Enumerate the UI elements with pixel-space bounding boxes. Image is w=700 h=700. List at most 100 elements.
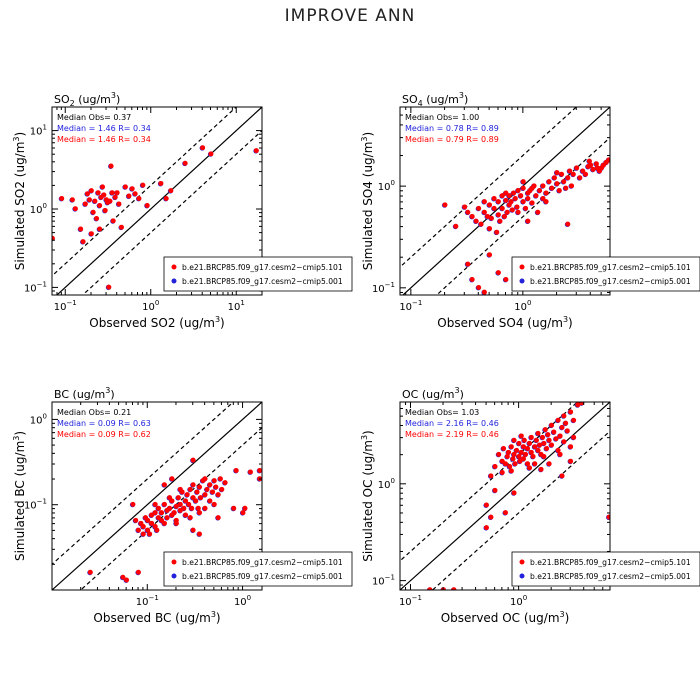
data-point-series-a bbox=[95, 190, 101, 196]
data-point-series-a bbox=[525, 218, 531, 224]
reference-lines bbox=[400, 402, 610, 590]
data-point-series-a bbox=[565, 175, 571, 181]
data-point-series-a bbox=[202, 492, 208, 498]
data-point-series-a bbox=[132, 191, 138, 197]
data-point-series-a bbox=[140, 182, 146, 188]
data-point-series-a bbox=[78, 226, 84, 232]
data-point-series-a bbox=[72, 206, 78, 212]
text-part: Observed SO4 (ug/m bbox=[437, 316, 563, 330]
data-point-series-a bbox=[163, 195, 169, 201]
legend-entry: b.e21.BRCP85.f09_g17.cesm2−cmip5.001 bbox=[182, 572, 343, 581]
data-point-series-a bbox=[523, 451, 529, 457]
legend-marker bbox=[171, 559, 177, 565]
legend-marker bbox=[171, 573, 177, 579]
text-part: 10 bbox=[399, 597, 412, 608]
text-part: Observed BC (ug/m bbox=[93, 611, 210, 625]
text-part: Simulated SO2 (ug/m bbox=[13, 142, 27, 271]
data-point-series-a bbox=[97, 226, 103, 232]
data-point-series-a bbox=[247, 469, 253, 475]
data-point-series-a bbox=[253, 148, 259, 154]
data-point-series-a bbox=[154, 527, 160, 533]
data-point-series-a bbox=[512, 461, 518, 467]
data-point-series-a bbox=[588, 162, 594, 168]
data-point-series-a bbox=[164, 515, 170, 521]
text-part: ) bbox=[568, 316, 573, 330]
data-point-series-a bbox=[574, 165, 580, 171]
panel-title: SO2 (ug/m3) bbox=[54, 91, 120, 108]
data-point-series-a bbox=[499, 469, 505, 475]
data-point-series-a bbox=[497, 218, 503, 224]
text-part: ) bbox=[116, 93, 120, 106]
text-part: 10 bbox=[142, 302, 155, 313]
data-point-series-a bbox=[563, 420, 569, 426]
data-point-series-a bbox=[516, 440, 522, 446]
data-point-series-a bbox=[515, 187, 521, 193]
data-point-series-a bbox=[135, 569, 141, 575]
stats-median-obs: Median Obs= 1.00 bbox=[405, 113, 479, 122]
data-point-series-a bbox=[504, 209, 510, 215]
minor-ticks bbox=[52, 402, 262, 590]
text-part: (ug/m bbox=[418, 388, 454, 401]
data-point-series-a bbox=[521, 437, 527, 443]
text-part: 0 bbox=[391, 477, 395, 485]
data-point-series-a bbox=[491, 205, 497, 211]
data-point-series-a bbox=[546, 437, 552, 443]
data-point-series-a bbox=[86, 197, 92, 203]
data-point-series-a bbox=[495, 199, 501, 205]
data-point-series-a bbox=[202, 505, 208, 511]
minor-ticks bbox=[400, 107, 610, 295]
data-point-series-a bbox=[520, 199, 526, 205]
data-point-series-a bbox=[530, 454, 536, 460]
data-point-series-a bbox=[559, 171, 565, 177]
data-point-series-a bbox=[183, 498, 189, 504]
data-point-series-a bbox=[177, 486, 183, 492]
data-points bbox=[87, 457, 262, 586]
stats-series-b: Median = 2.16 R= 0.46 bbox=[405, 419, 499, 428]
minor-ticks bbox=[400, 402, 610, 590]
data-point-series-a bbox=[116, 201, 122, 207]
text-part: 3 bbox=[360, 435, 369, 440]
data-point-series-a bbox=[525, 445, 531, 451]
data-point-series-a bbox=[59, 195, 65, 201]
data-point-series-a bbox=[556, 187, 562, 193]
legend-marker bbox=[171, 264, 177, 270]
plot-frame bbox=[51, 401, 263, 591]
data-point-series-a bbox=[564, 428, 570, 434]
data-point-series-a bbox=[106, 284, 112, 290]
data-point-series-a bbox=[544, 445, 550, 451]
text-part: Simulated OC (ug/m bbox=[361, 440, 375, 562]
y-axis-label: Simulated OC (ug/m3) bbox=[360, 430, 375, 562]
data-point-series-a bbox=[590, 166, 596, 172]
x-tick-label: 10−1 bbox=[54, 299, 77, 313]
data-point-series-a bbox=[537, 187, 543, 193]
data-point-series-a bbox=[509, 207, 515, 213]
data-point-series-a bbox=[208, 151, 214, 157]
x-axis-label: Observed BC (ug/m3) bbox=[93, 610, 220, 625]
stats-median-obs: Median Obs= 1.03 bbox=[405, 408, 479, 417]
data-point-series-a bbox=[183, 512, 189, 518]
panel-title: OC (ug/m3) bbox=[402, 386, 464, 401]
data-point-series-a bbox=[546, 179, 552, 185]
x-tick-label: 100 bbox=[514, 299, 531, 313]
factor-2-lower-line bbox=[431, 430, 610, 590]
data-point-series-a bbox=[523, 205, 529, 211]
data-point-series-a bbox=[98, 194, 104, 200]
data-point-series-a bbox=[569, 183, 575, 189]
data-point-series-a bbox=[535, 447, 541, 453]
data-point-series-a bbox=[494, 229, 500, 235]
text-part: 0 bbox=[43, 202, 47, 210]
text-part: ) bbox=[460, 388, 464, 401]
data-point-series-a bbox=[499, 205, 505, 211]
data-point-series-a bbox=[541, 440, 547, 446]
data-point-series-a bbox=[187, 486, 193, 492]
data-point-series-a bbox=[109, 190, 115, 196]
data-point-series-a bbox=[568, 409, 574, 415]
data-point-series-a bbox=[492, 487, 498, 493]
data-point-series-a bbox=[217, 476, 223, 482]
legend-marker bbox=[519, 559, 525, 565]
x-tick-label: 10−1 bbox=[399, 594, 422, 608]
text-part: ) bbox=[464, 93, 468, 106]
text-part: 10 bbox=[234, 597, 247, 608]
